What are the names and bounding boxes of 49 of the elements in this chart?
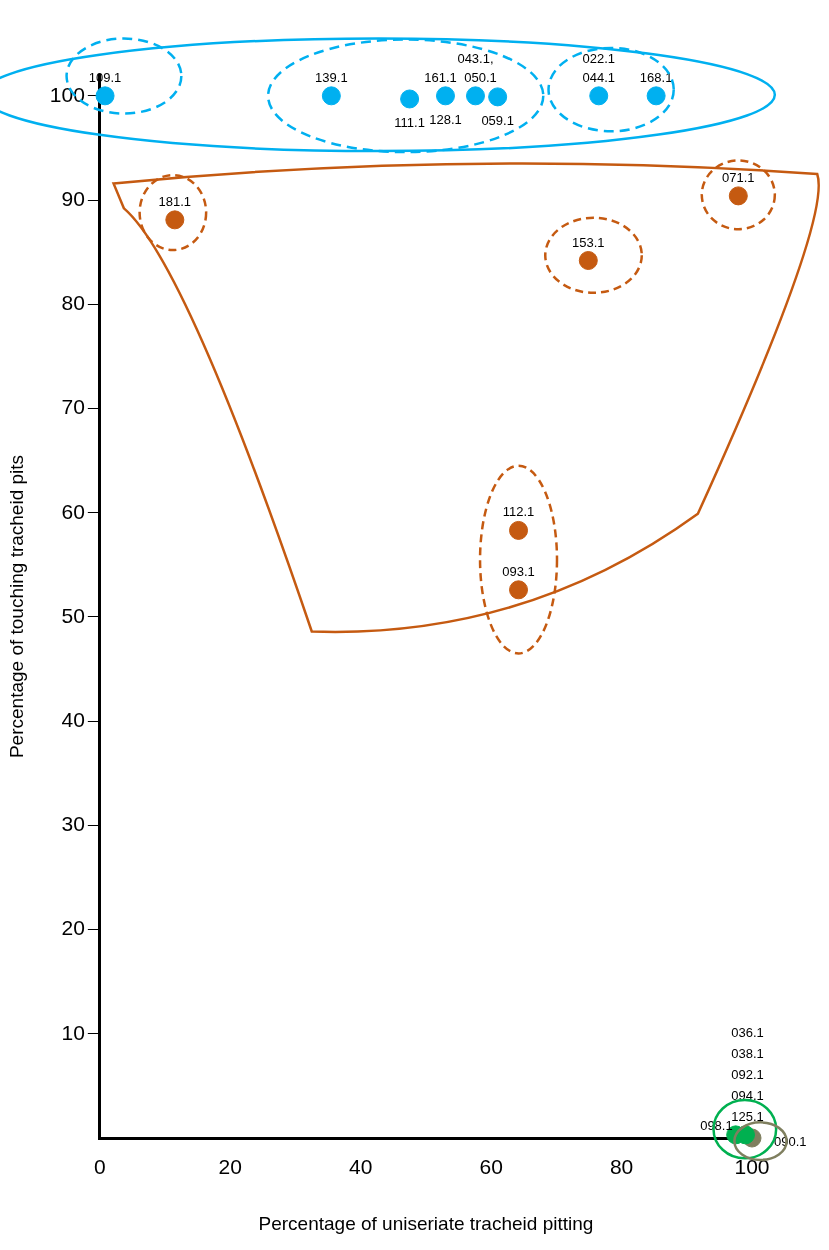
point bbox=[400, 89, 420, 109]
annotation: 112.1 bbox=[502, 504, 535, 520]
y-tick-label: 80 bbox=[61, 291, 85, 315]
point bbox=[578, 251, 598, 270]
y-tick-label: 40 bbox=[61, 707, 85, 731]
y-tick-label: 30 bbox=[61, 812, 85, 836]
annotation: 092.1 bbox=[731, 1066, 764, 1082]
annotation: 038.1 bbox=[731, 1045, 764, 1061]
annotation: 044.1 bbox=[582, 69, 616, 85]
y-axis-title: Percentage of touching tracheid pits bbox=[5, 454, 27, 759]
point bbox=[509, 520, 529, 540]
annotation: 043.1, bbox=[457, 50, 494, 66]
x-tick-label: 20 bbox=[218, 1155, 242, 1179]
x-tick-label: 100 bbox=[734, 1155, 770, 1179]
annotation: 111.1 bbox=[394, 114, 425, 130]
point bbox=[465, 86, 485, 106]
x-tick-label: 0 bbox=[93, 1155, 106, 1179]
annotation: 094.1 bbox=[731, 1087, 764, 1103]
annotation: 050.1 bbox=[464, 69, 497, 85]
point bbox=[589, 86, 609, 106]
annotation: 036.1 bbox=[731, 1024, 764, 1040]
x-tick-label: 80 bbox=[609, 1155, 634, 1179]
y-tick-label: 10 bbox=[61, 1020, 85, 1044]
y-tick-label: 20 bbox=[61, 916, 85, 940]
annotation: 161.1 bbox=[424, 69, 457, 85]
point bbox=[646, 86, 666, 106]
annotation: 022.1 bbox=[582, 50, 616, 66]
y-tick-label: 70 bbox=[61, 395, 85, 419]
point bbox=[509, 580, 529, 600]
point bbox=[435, 86, 455, 106]
annotation: 128.1 bbox=[429, 111, 462, 127]
point bbox=[95, 86, 115, 106]
point bbox=[321, 86, 341, 106]
y-tick-label: 60 bbox=[61, 499, 85, 523]
annotation: 181.1 bbox=[158, 193, 192, 209]
x-axis-title: Percentage of uniseriate tracheid pitting bbox=[258, 1212, 594, 1234]
x-tick-label: 60 bbox=[479, 1155, 503, 1179]
x-tick-label: 40 bbox=[349, 1155, 373, 1179]
annotation: 059.1 bbox=[481, 112, 514, 128]
annotation: 153.1 bbox=[572, 234, 605, 250]
annotation: 125.1 bbox=[731, 1108, 764, 1124]
annotation: 093.1 bbox=[502, 563, 535, 579]
annotation: 139.1 bbox=[315, 69, 348, 85]
point bbox=[488, 87, 508, 107]
annotation: 071.1 bbox=[722, 169, 755, 185]
y-tick-label: 90 bbox=[61, 186, 85, 210]
annotation: 168.1 bbox=[639, 69, 673, 85]
y-tick-label: 100 bbox=[49, 82, 85, 106]
y-tick-label: 50 bbox=[61, 603, 85, 627]
